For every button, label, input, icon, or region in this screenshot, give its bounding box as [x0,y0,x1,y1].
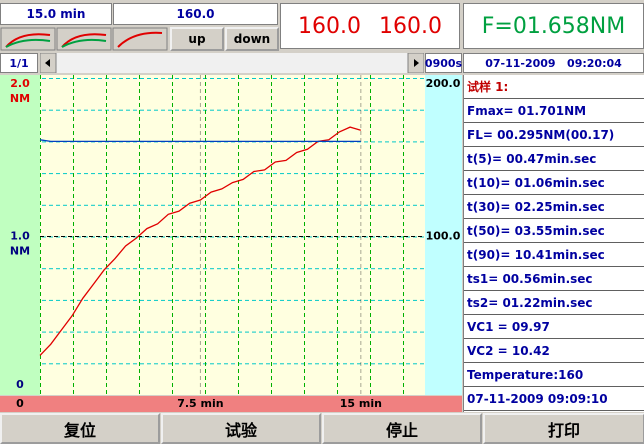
y2-tick-label: 100.0 [426,230,461,243]
result-row: t(10)= 01.06min.sec [464,171,644,195]
result-row: 试样 1: [464,75,644,99]
readout-box: 160.0 160.0 [280,3,460,49]
force-box: F=01.658NM [463,3,644,49]
icon-curve [117,31,163,48]
chart: 2.0 NM 1.0 NM 0 200.0 100.0 0 7.5 min 15 min [0,75,462,412]
icon-button[interactable] [112,27,168,51]
duration-box: 0900s [425,53,462,73]
up-button[interactable]: up [170,27,224,51]
icon-button[interactable] [56,27,112,51]
x-tick-label: 15 min [340,397,382,410]
y-tick-label: 2.0 [10,77,30,90]
y-tick-label: 1.0 [10,230,30,243]
icon-button[interactable] [0,27,56,51]
down-button[interactable]: down [225,27,279,51]
result-row: ts2= 01.22min.sec [464,291,644,315]
y2-tick-label: 200.0 [426,77,461,90]
curve-icons [0,27,168,51]
page-box: 1/1 [0,53,38,73]
result-row: Temperature:160 [464,363,644,387]
scrollbar[interactable] [40,53,424,73]
results-panel: 试样 1: Fmax= 01.701NM FL= 00.295NM(00.17) t(… [463,75,644,412]
result-row: t(50)= 03.55min.sec [464,219,644,243]
series-line [39,139,361,143]
footer-button[interactable]: 复位 [0,413,160,444]
readout: 160.0 [298,13,361,39]
grid-pattern [40,75,425,395]
result-row: t(90)= 10.41min.sec [464,243,644,267]
icon-curve [5,38,51,48]
readout: 160.0 [379,13,442,39]
arrow [45,59,50,67]
y-unit-label: NM [10,245,30,258]
right-axis-panel [425,75,462,395]
time-box: 15.0 min [0,3,112,25]
result-row: FL= 00.295NM(00.17) [464,123,644,147]
footer-button[interactable]: 停止 [322,413,482,444]
result-row: ts1= 00.56min.sec [464,267,644,291]
icon-curve [61,33,107,48]
arrow [414,59,419,67]
footer-button[interactable]: 试验 [161,413,321,444]
result-row: VC1 = 09.97 [464,315,644,339]
icon-curve [5,33,51,48]
y-unit-label: NM [10,92,30,105]
temperature-box: 160.0 [113,3,278,25]
datetime-box: 07-11-2009 09:20:04 [463,53,644,73]
y-tick-label: 0 [16,378,24,391]
result-row: t(5)= 00.47min.sec [464,147,644,171]
series-line [39,126,361,356]
icon-curve [61,38,107,48]
footer-button[interactable]: 打印 [483,413,644,444]
result-row: 07-11-2009 09:09:10 [464,387,644,411]
x-tick-label: 0 [16,397,24,410]
result-row: VC2 = 10.42 [464,339,644,363]
result-row: Fmax= 01.701NM [464,99,644,123]
left-axis-panel [0,75,40,395]
result-row: t(30)= 02.25min.sec [464,195,644,219]
x-tick-label: 7.5 min [177,397,223,410]
scroll-track [40,53,424,73]
x-axis-strip [0,396,462,412]
